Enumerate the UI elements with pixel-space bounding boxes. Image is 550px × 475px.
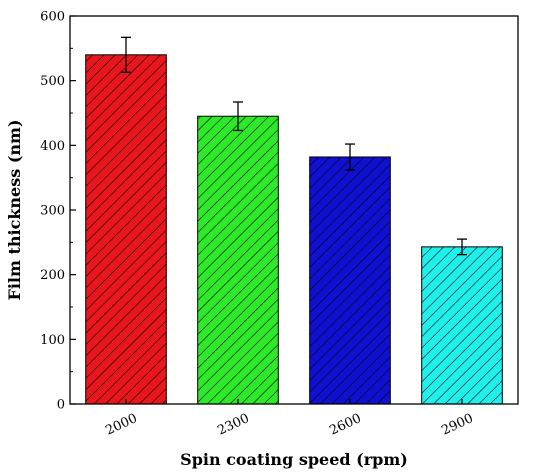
y-tick-label-200: 200 (40, 268, 65, 283)
bar-hatch-2600 (309, 156, 391, 405)
bar-hatch-2300 (197, 115, 279, 405)
y-tick-label-0: 0 (57, 398, 65, 413)
y-axis-title: Film thickness (nm) (5, 119, 24, 300)
y-tick-label-300: 300 (40, 204, 65, 219)
y-tick-label-100: 100 (40, 333, 65, 348)
x-tick-label-2000: 2000 (103, 411, 139, 439)
x-axis-title: Spin coating speed (rpm) (180, 450, 408, 469)
x-tick-label-2300: 2300 (215, 411, 251, 439)
plot-area: 2000 2300 2600 2900 0 100 200 300 400 500 600 (40, 10, 519, 439)
y-tick-label-600: 600 (40, 10, 65, 25)
bar-hatch-2900 (421, 246, 503, 405)
bar-hatch-2000 (85, 54, 167, 405)
y-tick-label-400: 400 (40, 139, 65, 154)
x-tick-label-2900: 2900 (439, 411, 475, 439)
y-tick-label-500: 500 (40, 74, 65, 89)
x-tick-label-2600: 2600 (327, 411, 363, 439)
